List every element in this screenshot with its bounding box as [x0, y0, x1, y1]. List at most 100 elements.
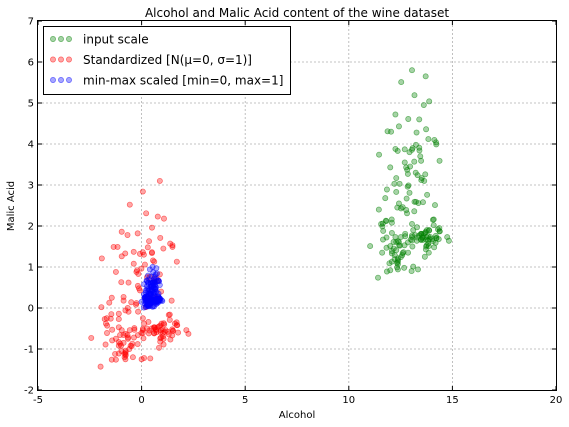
data-point	[115, 350, 122, 357]
data-point	[109, 337, 116, 344]
data-point	[143, 293, 149, 300]
data-point	[108, 294, 115, 301]
data-point	[406, 189, 413, 196]
data-point	[144, 244, 151, 251]
y-axis-label: Malic Acid	[6, 181, 17, 231]
data-point	[379, 249, 386, 256]
data-point	[388, 128, 395, 135]
data-point	[166, 311, 173, 318]
data-point	[420, 102, 427, 109]
data-point	[405, 116, 412, 122]
y-tick-label: -2	[24, 386, 34, 397]
data-point	[399, 252, 406, 259]
legend-marker	[58, 77, 64, 83]
data-point	[401, 146, 408, 153]
data-point	[420, 199, 426, 206]
data-point	[418, 175, 425, 181]
data-point	[382, 217, 389, 224]
data-point	[416, 116, 423, 123]
data-point	[151, 276, 157, 283]
data-point	[392, 111, 399, 118]
data-point	[424, 191, 431, 198]
data-point	[146, 238, 153, 245]
data-point	[172, 320, 178, 327]
x-tick-label: 5	[242, 395, 248, 406]
data-point	[411, 92, 418, 99]
data-point	[383, 268, 390, 275]
data-point	[139, 315, 146, 322]
data-point	[106, 299, 113, 306]
data-point	[98, 255, 105, 262]
data-point	[418, 157, 425, 164]
data-point	[411, 198, 418, 205]
data-point	[430, 222, 437, 229]
data-point	[413, 129, 420, 136]
data-point	[383, 244, 390, 251]
data-point	[125, 308, 132, 315]
data-point	[134, 230, 141, 237]
data-point	[122, 250, 129, 257]
data-point	[394, 148, 401, 154]
data-point	[161, 215, 167, 222]
data-point	[376, 151, 383, 158]
data-point	[150, 257, 156, 264]
data-point	[114, 243, 121, 250]
data-point	[422, 171, 429, 178]
data-point	[152, 327, 159, 334]
data-point	[169, 327, 176, 334]
data-point	[115, 310, 122, 317]
data-point	[404, 183, 411, 190]
data-point	[144, 286, 151, 293]
legend-marker	[66, 56, 72, 63]
data-point	[412, 169, 419, 176]
data-point	[166, 316, 173, 323]
data-point	[149, 224, 155, 231]
data-point	[157, 234, 164, 241]
data-point	[98, 304, 105, 311]
data-point	[395, 200, 402, 207]
data-point	[421, 253, 428, 260]
data-point	[149, 250, 155, 257]
data-point	[167, 240, 174, 247]
data-point	[444, 234, 451, 241]
data-point	[401, 159, 408, 166]
data-point	[388, 258, 395, 265]
data-point	[375, 206, 382, 213]
data-point	[408, 268, 415, 275]
data-point	[387, 267, 394, 274]
data-point	[126, 327, 133, 334]
data-point	[136, 287, 143, 294]
data-point	[154, 213, 161, 220]
data-point	[103, 320, 109, 327]
legend-marker	[66, 36, 72, 42]
data-point	[388, 216, 395, 223]
data-point	[134, 267, 140, 274]
data-point	[183, 327, 190, 334]
y-tick-label: 1	[28, 263, 34, 274]
x-axis-label: Alcohol	[279, 410, 315, 421]
x-tick-label: 15	[446, 395, 459, 406]
data-point	[432, 202, 438, 209]
chart-title: Alcohol and Malic Acid content of the wi…	[145, 6, 449, 20]
data-point	[423, 227, 430, 234]
y-tick-label: 2	[28, 222, 34, 233]
data-point	[417, 153, 424, 160]
data-point	[409, 220, 415, 227]
data-point	[130, 260, 137, 267]
data-point	[159, 326, 166, 333]
data-point	[140, 251, 147, 258]
data-point	[396, 180, 403, 187]
plot-frame	[37, 20, 557, 391]
data-point	[415, 266, 421, 273]
data-point	[425, 136, 432, 143]
data-point	[393, 175, 400, 181]
data-point	[417, 236, 424, 243]
data-point	[133, 301, 139, 308]
data-point	[122, 330, 129, 337]
y-tick-label: 6	[28, 58, 34, 69]
data-point	[147, 300, 154, 307]
data-point	[118, 327, 125, 334]
data-point	[118, 228, 125, 235]
legend-marker	[50, 36, 56, 42]
data-point	[127, 342, 134, 349]
